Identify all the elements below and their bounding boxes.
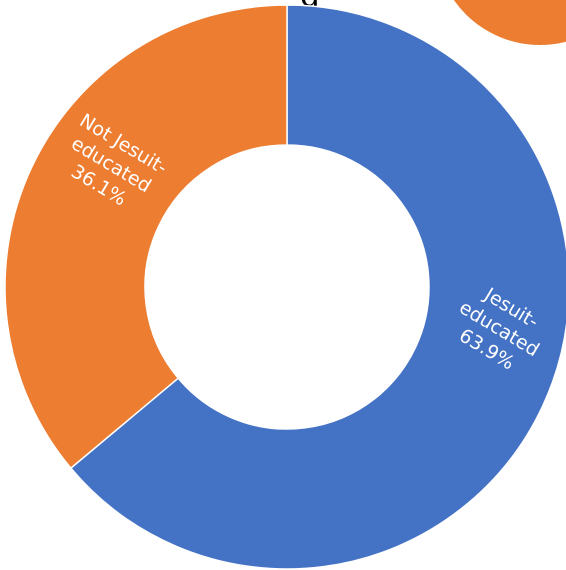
decorative-partial-circle <box>453 0 566 45</box>
donut-slice-1 <box>4 4 288 470</box>
slice-label-0: Jesuit-educated63.9% <box>443 276 555 382</box>
donut-slice-0 <box>69 4 566 570</box>
